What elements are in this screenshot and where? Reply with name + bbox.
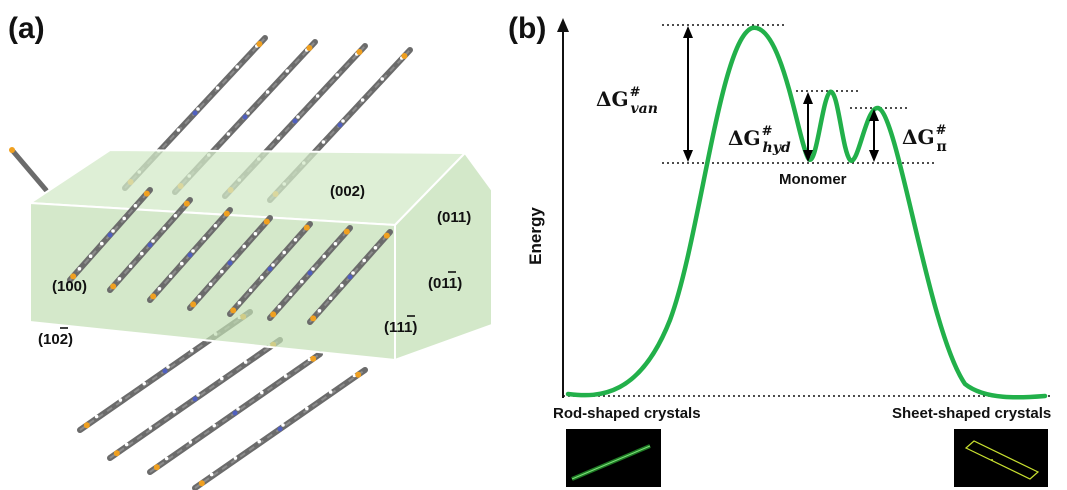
molecule-inside-1	[67, 187, 153, 283]
face-label-011: (011)	[437, 209, 471, 226]
molecule-lower-3	[147, 351, 323, 475]
energy-curve	[565, 25, 1048, 400]
crystal-box	[26, 148, 493, 362]
svg-text:(102): (102)	[38, 331, 73, 348]
panel-b: (b) Energy ΔG# van Δ	[508, 12, 1051, 487]
pi-barrier-arrow	[869, 109, 879, 162]
panel-b-label: (b)	[508, 12, 546, 45]
label-dg-van: ΔG# van	[596, 85, 658, 117]
face-label-10-2bar: (102)	[38, 327, 73, 348]
van-barrier-arrow	[683, 26, 693, 162]
molecule-inside-4	[187, 215, 273, 311]
molecule-inside-3	[147, 207, 233, 303]
molecule-inside-5	[227, 221, 313, 317]
molecular-stacks-front	[67, 187, 393, 325]
svg-text:(011): (011)	[428, 275, 462, 292]
panel-a-label: (a)	[8, 12, 45, 45]
svg-text:(111): (111)	[384, 319, 417, 336]
energy-axis-arrowhead	[557, 18, 569, 32]
molecule-edge-left	[9, 147, 49, 193]
face-label-100: (100)	[52, 278, 87, 295]
molecule-lower-4	[192, 367, 368, 490]
molecule-inside-7	[307, 229, 393, 325]
monomer-label: Monomer	[779, 171, 847, 188]
sheet-crystal-micrograph	[954, 429, 1048, 487]
face-label-11-1bar: (111)	[384, 315, 417, 336]
rod-crystal-micrograph	[566, 429, 661, 487]
label-dg-hyd: ΔG# hyd	[728, 124, 791, 156]
hyd-barrier-arrow	[803, 92, 813, 162]
face-label-01-1bar: (011)	[428, 271, 462, 292]
energy-axis-label: Energy	[526, 207, 545, 265]
molecule-inside-6	[267, 225, 353, 321]
sheet-crystals-caption: Sheet-shaped crystals	[892, 405, 1051, 422]
panel-a: (a) (002) (011) (100) (011) (111) (102)	[8, 12, 493, 490]
face-label-002: (002)	[330, 183, 365, 200]
molecule-inside-2	[107, 197, 193, 293]
label-dg-pi: ΔG# π	[902, 123, 947, 155]
rod-crystals-caption: Rod-shaped crystals	[553, 405, 701, 422]
